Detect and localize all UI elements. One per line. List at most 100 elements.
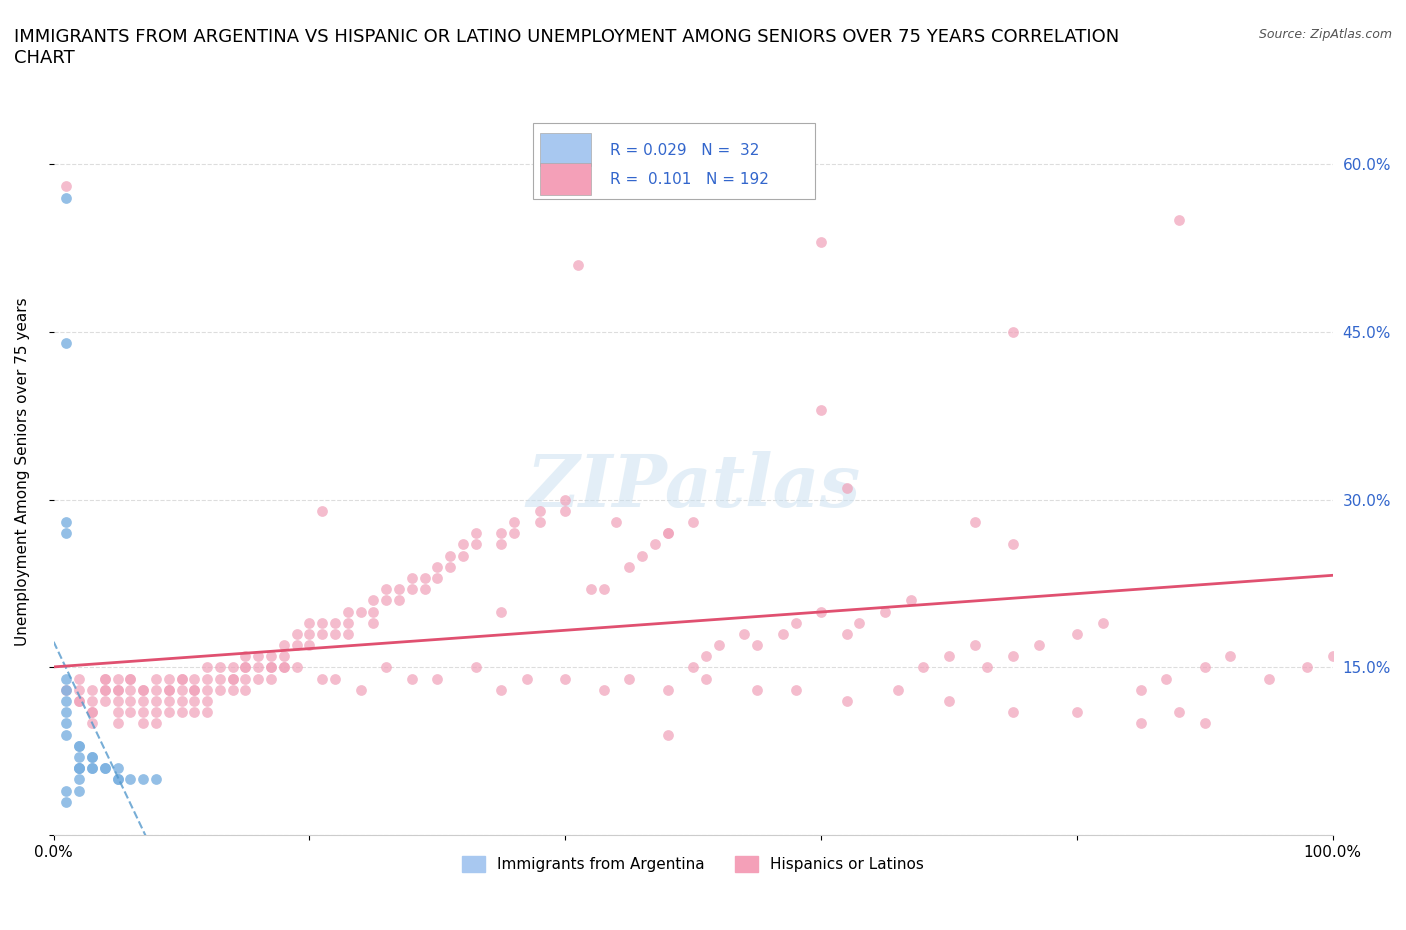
Point bbox=[529, 503, 551, 518]
Point bbox=[195, 694, 218, 709]
Point bbox=[733, 627, 755, 642]
Point bbox=[94, 683, 117, 698]
Point bbox=[260, 660, 283, 675]
Point bbox=[94, 671, 117, 686]
Point bbox=[363, 593, 385, 608]
Point bbox=[183, 705, 205, 720]
Point bbox=[208, 683, 231, 698]
Text: Source: ZipAtlas.com: Source: ZipAtlas.com bbox=[1258, 28, 1392, 41]
Point bbox=[235, 671, 257, 686]
Point bbox=[401, 671, 423, 686]
Point bbox=[55, 179, 77, 193]
Point bbox=[222, 671, 245, 686]
Point bbox=[120, 694, 142, 709]
Point bbox=[107, 772, 129, 787]
Point bbox=[1156, 671, 1178, 686]
Point bbox=[336, 604, 359, 619]
Point bbox=[298, 627, 321, 642]
Point bbox=[94, 694, 117, 709]
Point bbox=[55, 190, 77, 205]
Point bbox=[120, 772, 142, 787]
Point bbox=[747, 683, 769, 698]
Point bbox=[695, 671, 717, 686]
Point bbox=[132, 716, 155, 731]
Point bbox=[183, 671, 205, 686]
Point bbox=[157, 705, 180, 720]
Point bbox=[363, 604, 385, 619]
Point bbox=[491, 683, 513, 698]
Point bbox=[235, 660, 257, 675]
Point bbox=[401, 570, 423, 585]
Point bbox=[107, 705, 129, 720]
Point bbox=[67, 761, 90, 776]
Point bbox=[285, 627, 308, 642]
Point bbox=[439, 559, 461, 574]
Point bbox=[107, 671, 129, 686]
Point bbox=[451, 537, 474, 551]
Point bbox=[107, 683, 129, 698]
Point bbox=[657, 683, 679, 698]
Point bbox=[592, 581, 614, 596]
Point bbox=[835, 481, 858, 496]
Point bbox=[67, 772, 90, 787]
Point bbox=[311, 627, 333, 642]
Point bbox=[157, 683, 180, 698]
Point bbox=[107, 716, 129, 731]
Point bbox=[55, 671, 77, 686]
Point bbox=[67, 761, 90, 776]
Point bbox=[145, 683, 167, 698]
Point bbox=[747, 638, 769, 653]
Point bbox=[170, 671, 193, 686]
Point bbox=[55, 525, 77, 540]
Point bbox=[349, 683, 371, 698]
Point bbox=[323, 627, 346, 642]
FancyBboxPatch shape bbox=[540, 134, 591, 166]
Point bbox=[273, 638, 295, 653]
Point bbox=[439, 548, 461, 563]
Text: IMMIGRANTS FROM ARGENTINA VS HISPANIC OR LATINO UNEMPLOYMENT AMONG SENIORS OVER : IMMIGRANTS FROM ARGENTINA VS HISPANIC OR… bbox=[14, 28, 1119, 67]
Point bbox=[1066, 627, 1088, 642]
Point bbox=[401, 581, 423, 596]
Point bbox=[183, 683, 205, 698]
Point bbox=[94, 761, 117, 776]
Point bbox=[426, 570, 449, 585]
Point bbox=[413, 581, 436, 596]
Point bbox=[80, 683, 103, 698]
Point bbox=[195, 671, 218, 686]
Point bbox=[208, 671, 231, 686]
Point bbox=[132, 683, 155, 698]
Point bbox=[323, 671, 346, 686]
Point bbox=[1001, 649, 1024, 664]
Point bbox=[464, 537, 486, 551]
Point bbox=[67, 738, 90, 753]
Point bbox=[170, 671, 193, 686]
Point bbox=[567, 258, 589, 272]
Point bbox=[810, 604, 832, 619]
Point bbox=[80, 705, 103, 720]
Point bbox=[785, 683, 807, 698]
Point bbox=[938, 694, 960, 709]
Point bbox=[80, 716, 103, 731]
Point bbox=[55, 794, 77, 809]
Point bbox=[157, 694, 180, 709]
Point bbox=[1028, 638, 1050, 653]
Point bbox=[1168, 705, 1191, 720]
Point bbox=[491, 525, 513, 540]
Point bbox=[605, 514, 627, 529]
Point bbox=[107, 772, 129, 787]
Point bbox=[554, 492, 576, 507]
Point bbox=[94, 761, 117, 776]
Point bbox=[1296, 660, 1319, 675]
Legend: Immigrants from Argentina, Hispanics or Latinos: Immigrants from Argentina, Hispanics or … bbox=[456, 850, 931, 879]
Point bbox=[235, 660, 257, 675]
Point bbox=[1219, 649, 1241, 664]
Point bbox=[873, 604, 896, 619]
Point bbox=[631, 548, 654, 563]
Point bbox=[80, 761, 103, 776]
FancyBboxPatch shape bbox=[540, 163, 591, 195]
Point bbox=[235, 683, 257, 698]
Point bbox=[772, 627, 794, 642]
Point bbox=[67, 671, 90, 686]
Point bbox=[55, 716, 77, 731]
Point bbox=[80, 694, 103, 709]
